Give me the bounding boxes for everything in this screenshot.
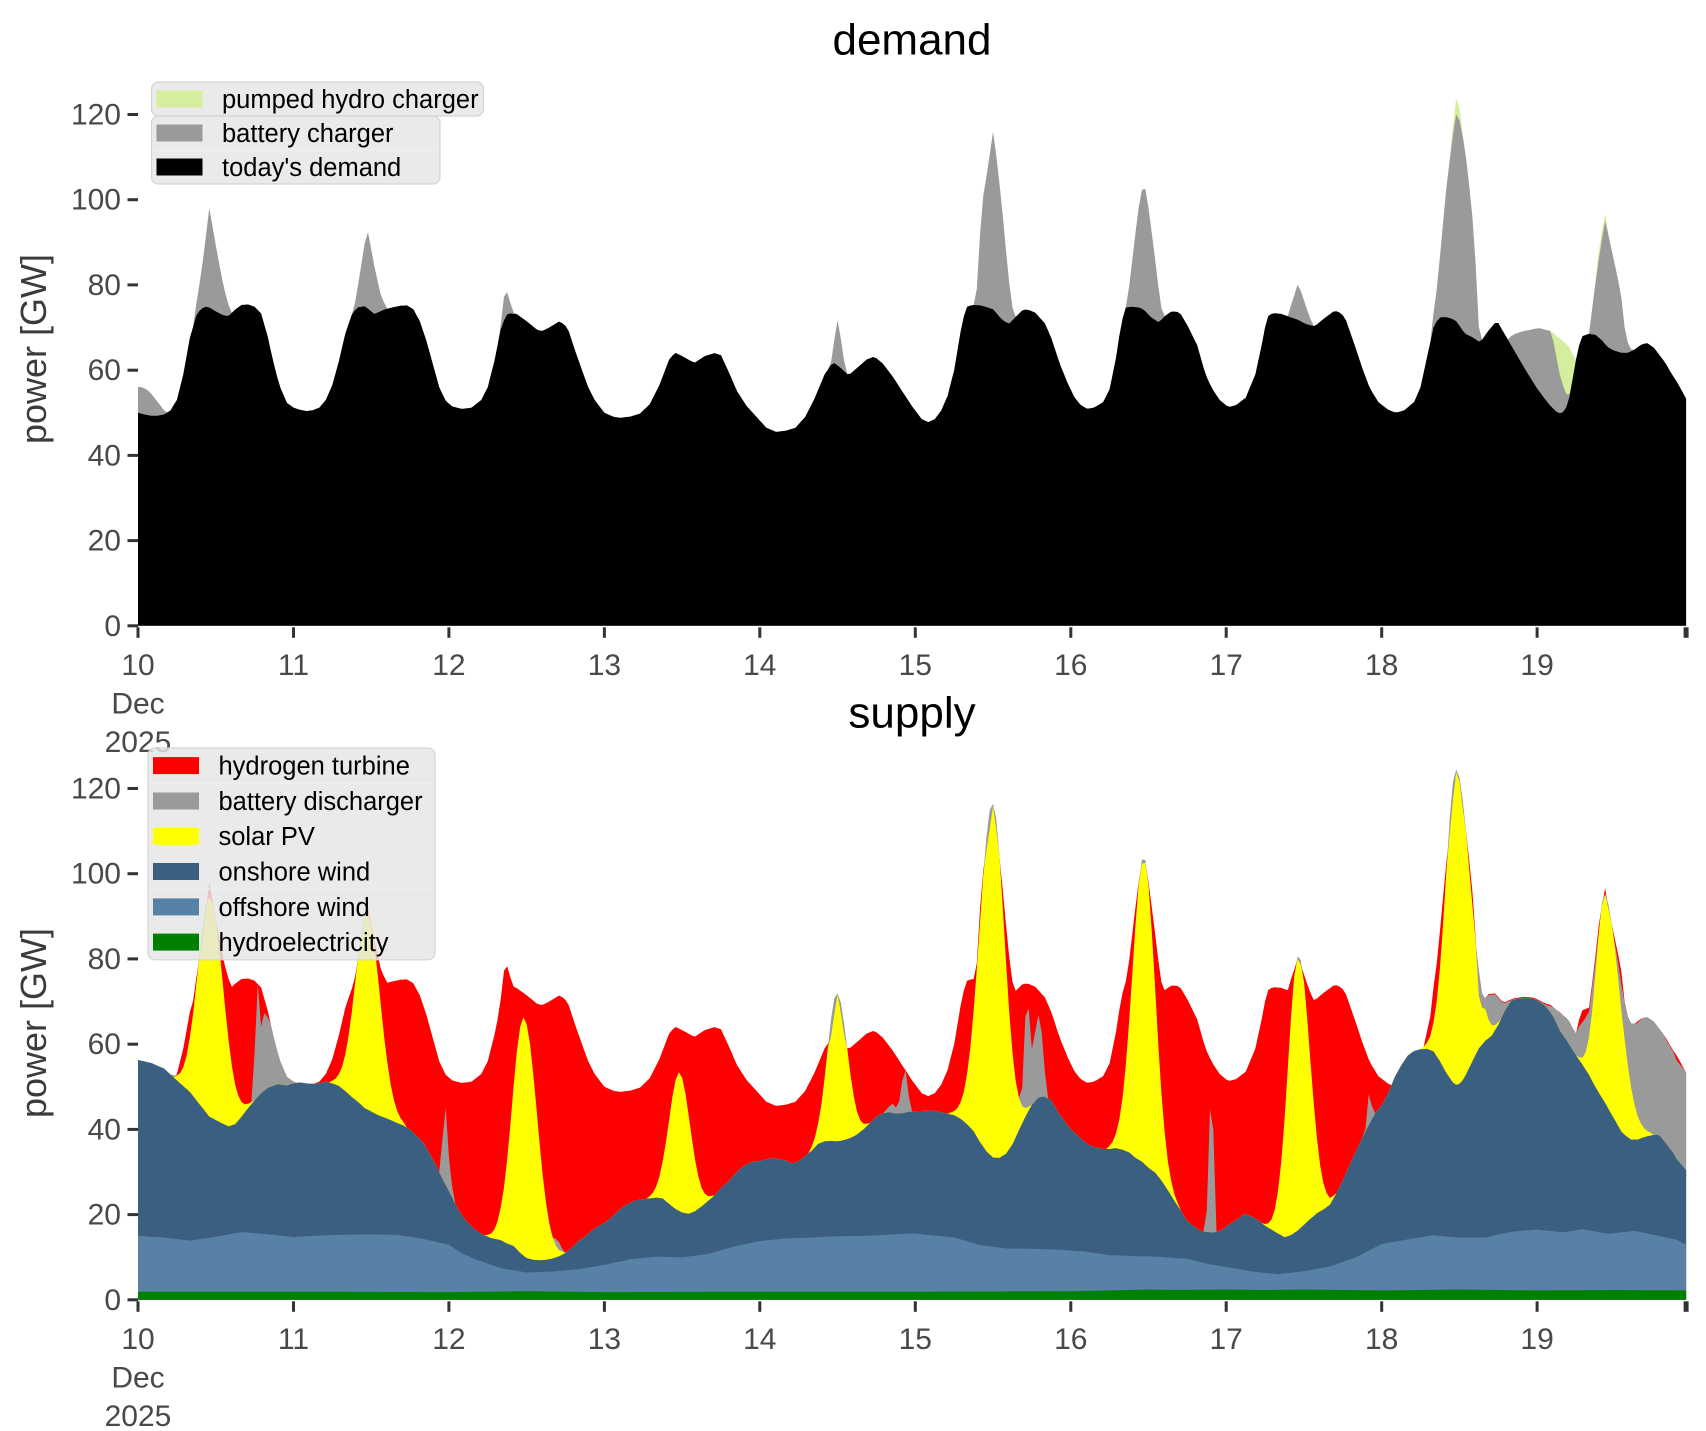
svg-text:battery charger: battery charger xyxy=(222,120,394,148)
svg-text:offshore wind: offshore wind xyxy=(219,894,370,922)
svg-text:0: 0 xyxy=(104,1284,121,1317)
svg-text:power [GW]: power [GW] xyxy=(13,928,54,1118)
svg-text:Dec: Dec xyxy=(111,1361,164,1394)
svg-text:20: 20 xyxy=(88,1199,121,1232)
svg-text:18: 18 xyxy=(1365,1323,1398,1356)
svg-text:40: 40 xyxy=(88,1113,121,1146)
svg-text:17: 17 xyxy=(1210,649,1243,682)
svg-text:pumped hydro charger: pumped hydro charger xyxy=(222,86,479,114)
svg-text:17: 17 xyxy=(1210,1323,1243,1356)
svg-text:demand: demand xyxy=(832,16,991,65)
svg-text:battery discharger: battery discharger xyxy=(219,788,424,816)
svg-text:Dec: Dec xyxy=(111,687,164,720)
svg-text:10: 10 xyxy=(121,649,154,682)
svg-text:hydroelectricity: hydroelectricity xyxy=(219,929,389,957)
svg-text:0: 0 xyxy=(104,610,121,643)
svg-text:16: 16 xyxy=(1054,1323,1087,1356)
svg-text:19: 19 xyxy=(1520,649,1553,682)
svg-text:80: 80 xyxy=(88,269,121,302)
svg-text:11: 11 xyxy=(278,1323,309,1356)
svg-text:20: 20 xyxy=(88,525,121,558)
svg-text:power [GW]: power [GW] xyxy=(13,254,54,444)
svg-text:2025: 2025 xyxy=(105,1400,172,1431)
svg-text:14: 14 xyxy=(743,649,776,682)
svg-text:onshore wind: onshore wind xyxy=(219,859,371,887)
svg-text:12: 12 xyxy=(432,649,465,682)
svg-text:15: 15 xyxy=(899,1323,932,1356)
svg-text:11: 11 xyxy=(278,649,309,682)
svg-text:19: 19 xyxy=(1520,1323,1553,1356)
svg-text:14: 14 xyxy=(743,1323,776,1356)
svg-text:120: 120 xyxy=(71,773,121,806)
svg-text:60: 60 xyxy=(88,1028,121,1061)
svg-text:80: 80 xyxy=(88,943,121,976)
svg-text:hydrogen turbine: hydrogen turbine xyxy=(219,753,410,781)
svg-text:16: 16 xyxy=(1054,649,1087,682)
svg-text:18: 18 xyxy=(1365,649,1398,682)
svg-text:13: 13 xyxy=(588,649,621,682)
svg-text:13: 13 xyxy=(588,1323,621,1356)
svg-text:15: 15 xyxy=(899,649,932,682)
svg-text:60: 60 xyxy=(88,354,121,387)
svg-text:supply: supply xyxy=(848,689,975,738)
svg-text:120: 120 xyxy=(71,99,121,132)
svg-text:today's demand: today's demand xyxy=(222,154,401,182)
svg-text:100: 100 xyxy=(71,858,121,891)
svg-text:10: 10 xyxy=(121,1323,154,1356)
svg-text:12: 12 xyxy=(432,1323,465,1356)
svg-text:solar PV: solar PV xyxy=(219,823,315,851)
svg-text:40: 40 xyxy=(88,439,121,472)
svg-text:100: 100 xyxy=(71,184,121,217)
